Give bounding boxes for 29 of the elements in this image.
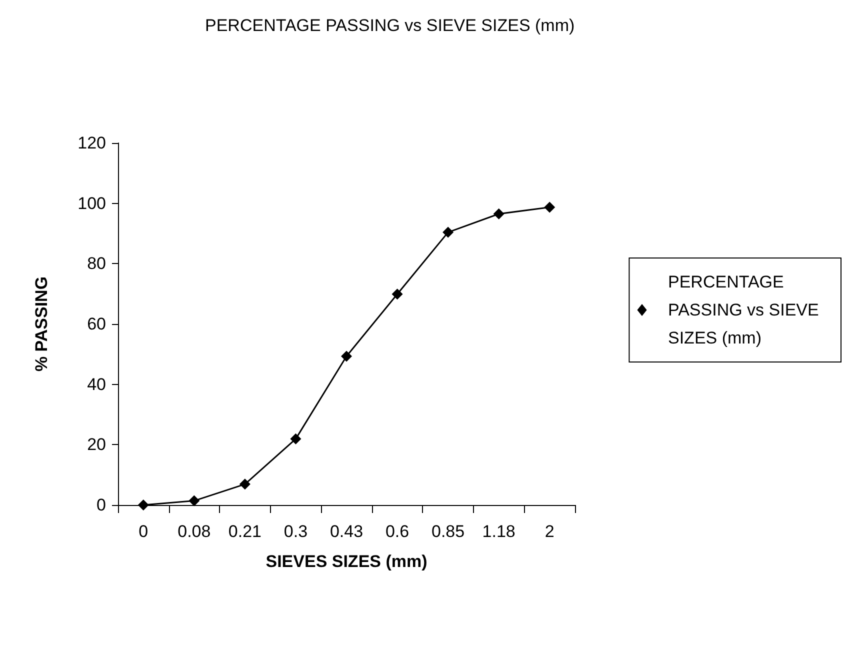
- point: [493, 208, 504, 220]
- point: [544, 202, 556, 213]
- point: [442, 226, 454, 238]
- y-tick-label: 120: [78, 134, 106, 152]
- y-tick-label: 60: [87, 314, 106, 334]
- point: [188, 495, 200, 506]
- x-tick-label: 2: [544, 522, 554, 541]
- point: [392, 288, 403, 300]
- chart-title: PERCENTAGE PASSING vs SIEVE SIZES (mm): [205, 16, 575, 35]
- x-tick-label: 0: [138, 522, 148, 541]
- x-tick-label: 0.3: [284, 522, 308, 541]
- x-tick-label: 1.18: [482, 522, 516, 541]
- x-tick-label: 0.43: [330, 522, 364, 541]
- y-axis-title: % PASSING: [32, 276, 51, 372]
- point: [290, 433, 302, 444]
- legend-label: PERCENTAGE PASSING vs SIEVE SIZES (mm): [668, 272, 824, 348]
- y-tick-label: 0: [96, 496, 106, 514]
- x-tick-label: 0.85: [432, 522, 465, 541]
- x-tick-label: 0.21: [228, 522, 262, 541]
- point: [341, 350, 352, 362]
- x-tick-label: 0.08: [178, 522, 211, 541]
- point: [138, 500, 149, 510]
- x-axis-title: SIEVES SIZES (mm): [266, 552, 428, 571]
- y-tick-label: 100: [78, 194, 106, 213]
- y-tick-label: 40: [87, 374, 106, 394]
- point: [239, 478, 250, 490]
- y-tick-label: 20: [87, 435, 106, 454]
- y-tick-label: 80: [87, 254, 106, 274]
- x-tick-label: 0.6: [385, 522, 410, 541]
